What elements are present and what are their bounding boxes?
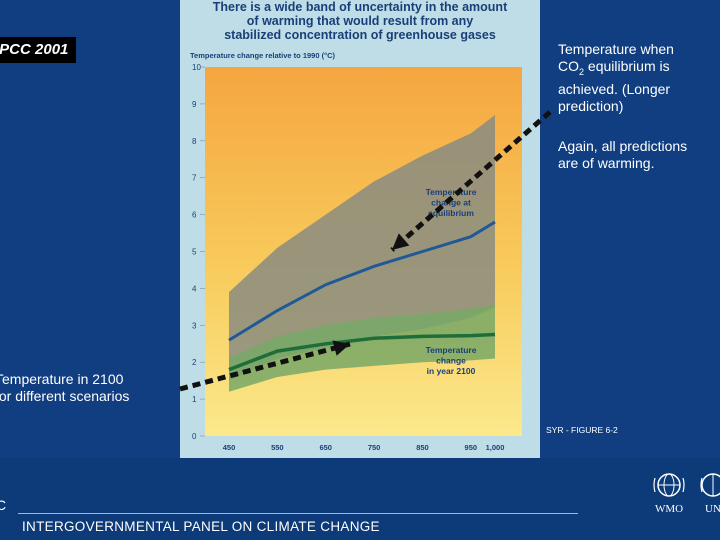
note-equilibrium-line-1: Temperature when [558, 41, 674, 57]
year2100-series-label: Temperature [426, 345, 477, 355]
chart-title-line-2: of warming that would result from any [246, 14, 474, 28]
chart-title-line-1: There is a wide band of uncertainty in t… [212, 0, 508, 14]
un-logo: UN [698, 470, 720, 515]
note-2100-line-1: Temperature in 2100 [0, 371, 124, 387]
note-2100: Temperature in 2100 for different scenar… [0, 371, 165, 405]
y-axis-label: Temperature change relative to 1990 (°C) [190, 51, 335, 60]
footer-bar [0, 458, 720, 540]
year2100-series-label: in year 2100 [427, 366, 476, 376]
chart-title: There is a wide band of uncertainty in t… [180, 0, 540, 42]
year2100-series-label: change [436, 356, 466, 366]
y-tick-label: 3 [192, 321, 197, 330]
org-name: INTERGOVERNMENTAL PANEL ON CLIMATE CHANG… [22, 519, 380, 534]
x-tick-label: 550 [271, 443, 284, 452]
equilibrium-series-label: change at [431, 198, 471, 208]
y-tick-label: 8 [192, 137, 197, 146]
y-tick-label: 4 [192, 284, 197, 293]
y-tick-label: 2 [192, 358, 197, 367]
year2100-series-line [228, 332, 496, 372]
footer-divider [18, 513, 578, 514]
equilibrium-series-line [228, 220, 496, 342]
note-equilibrium-line-3: achieved. (Longer [558, 80, 671, 97]
ipcc-label: IPCC 2001 [0, 37, 76, 63]
y-tick-label: 1 [192, 395, 197, 404]
chart-title-line-3: stabilized concentration of greenhouse g… [224, 28, 496, 42]
un-logo-text: UN [705, 503, 720, 515]
note-warming: Again, all predictions are of warming. [558, 138, 718, 172]
equilibrium-series-label: equilibrium [428, 208, 474, 218]
y-tick-label: 0 [192, 432, 197, 441]
x-tick-label: 950 [465, 443, 478, 452]
x-tick-label: 450 [223, 443, 236, 452]
footer-corner-letter: C [0, 497, 7, 513]
y-tick-label: 9 [192, 100, 197, 109]
note-warming-line-1: Again, all predictions [558, 138, 688, 154]
arrow-to-equilibrium [390, 110, 552, 252]
x-tick-label: 750 [368, 443, 381, 452]
equilibrium-series-label: Temperature [426, 187, 477, 197]
y-tick-label: 5 [192, 248, 197, 257]
chart-source: SYR - FIGURE 6-2 [546, 425, 618, 435]
note-2100-line-2: for different scenarios [0, 388, 130, 404]
arrow-to-2100-head [332, 340, 350, 356]
wmo-emblem-icon [653, 473, 685, 497]
x-tick-label: 850 [416, 443, 429, 452]
wmo-logo: WMO [652, 470, 686, 515]
note-warming-line-2: are of warming. [558, 155, 655, 171]
y-tick-label: 7 [192, 174, 197, 183]
note-equilibrium-line-2: CO2 equilibrium is [558, 58, 670, 77]
year2100-uncertainty-band [229, 305, 495, 392]
x-tick-label: 650 [319, 443, 332, 452]
x-tick-label: 1,000 [486, 443, 505, 452]
arrow-to-2100 [179, 341, 351, 392]
note-equilibrium: Temperature when CO2 equilibrium is achi… [558, 41, 718, 115]
wmo-logo-text: WMO [654, 503, 684, 515]
note-equilibrium-line-4: prediction) [558, 97, 624, 114]
un-emblem-icon [700, 473, 720, 497]
y-tick-label: 10 [192, 63, 201, 72]
arrow-to-equilibrium-head [392, 233, 410, 250]
y-tick-label: 6 [192, 211, 197, 220]
